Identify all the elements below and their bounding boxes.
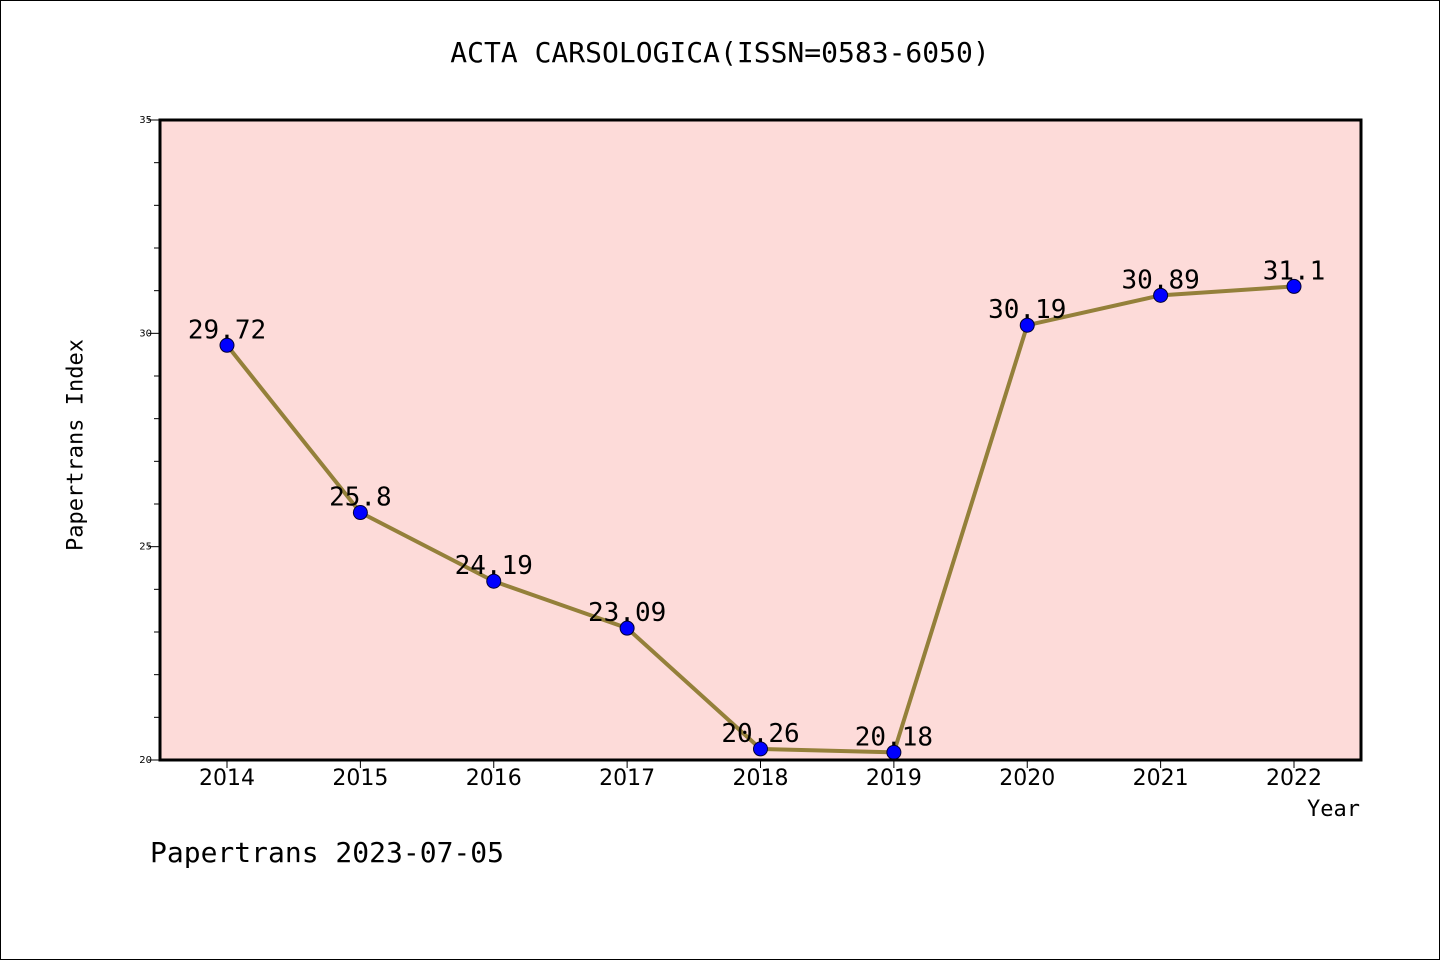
data-point xyxy=(753,741,768,757)
data-label: 30.89 xyxy=(1121,265,1199,295)
data-label: 25.8 xyxy=(329,483,392,513)
data-labels: 29.72 25.8 24.19 23.09 20.26 20.18 30.19 30.89 3… xyxy=(188,256,1325,752)
y-tick-label: 25 xyxy=(139,542,152,553)
footer-text: Papertrans 2023-07-05 xyxy=(150,836,505,869)
y-major-ticks: 20 25 30 35 xyxy=(139,115,160,766)
data-label: 23.09 xyxy=(588,598,666,628)
plot-border xyxy=(158,118,1363,762)
x-tick-label: 2020 xyxy=(999,766,1055,791)
data-point xyxy=(1019,317,1035,333)
data-point xyxy=(1153,287,1169,303)
data-markers xyxy=(219,278,1302,760)
x-tick-label: 2018 xyxy=(733,766,789,791)
data-point xyxy=(219,337,235,353)
data-label: 20.18 xyxy=(855,722,933,752)
x-axis-label: Year xyxy=(1307,797,1360,822)
chart-title: ACTA CARSOLOGICA(ISSN=0583-6050) xyxy=(450,36,990,69)
data-label: 20.26 xyxy=(721,719,799,749)
x-tick-label: 2014 xyxy=(199,766,255,791)
x-tick-label: 2016 xyxy=(466,766,522,791)
data-point xyxy=(486,573,502,589)
y-tick-label: 35 xyxy=(139,115,152,126)
x-ticks: 2014 2015 2016 2017 2018 2019 2020 2021 2022 xyxy=(199,760,1322,791)
data-point xyxy=(352,505,368,521)
x-tick-label: 2019 xyxy=(866,766,922,791)
y-tick-label: 30 xyxy=(139,328,152,339)
x-tick-label: 2021 xyxy=(1133,766,1189,791)
plot-area xyxy=(160,120,1361,760)
y-tick-label: 20 xyxy=(139,755,152,766)
x-tick-label: 2017 xyxy=(599,766,655,791)
data-label: 24.19 xyxy=(455,551,533,581)
x-tick-label: 2015 xyxy=(332,766,388,791)
data-point xyxy=(619,620,635,636)
data-label: 31.1 xyxy=(1263,256,1326,286)
data-label: 29.72 xyxy=(188,315,266,345)
data-point xyxy=(1286,278,1302,294)
data-label: 30.19 xyxy=(988,295,1066,325)
x-tick-label: 2022 xyxy=(1266,766,1322,791)
